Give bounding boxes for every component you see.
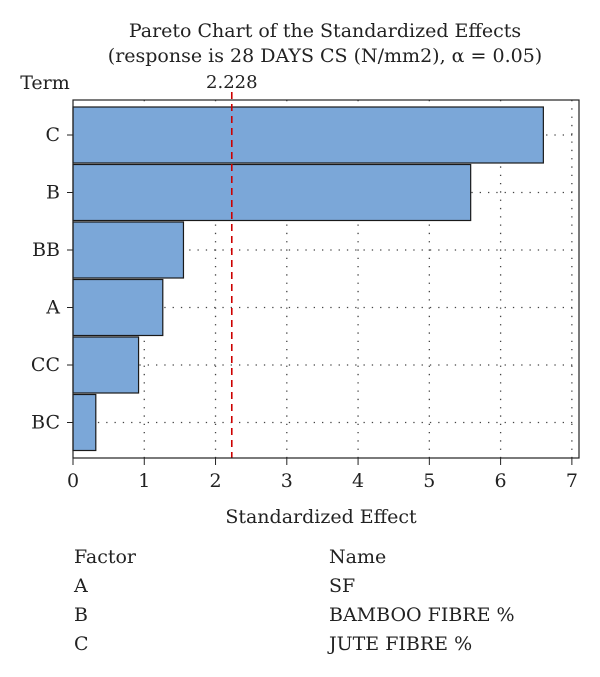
y-tick-label: CC <box>31 354 60 376</box>
y-tick-label: A <box>45 297 60 319</box>
legend-header: Factor Name <box>74 546 574 575</box>
y-tick-label: B <box>46 182 60 204</box>
chart-subtitle: (response is 28 DAYS CS (N/mm2), α = 0.0… <box>107 45 543 67</box>
legend-factor: C <box>74 633 89 655</box>
x-tick-label: 1 <box>138 470 150 492</box>
reference-line-label: 2.228 <box>206 72 258 93</box>
x-axis-label: Standardized Effect <box>225 506 417 528</box>
bar <box>72 278 164 337</box>
legend-header-name: Name <box>329 546 387 568</box>
legend-name: SF <box>329 575 356 597</box>
x-tick-label: 3 <box>281 470 293 492</box>
x-tick-label: 7 <box>566 470 578 492</box>
bar <box>72 106 544 164</box>
y-tick-label: C <box>45 124 60 146</box>
factor-legend: Factor Name A SF B BAMBOO FIBRE % C JUTE… <box>74 546 574 662</box>
bar <box>72 336 140 394</box>
bar <box>72 163 472 222</box>
y-axis-label: Term <box>20 72 70 94</box>
bars <box>72 106 544 452</box>
x-tick-label: 0 <box>67 470 79 492</box>
x-tick-label: 5 <box>423 470 435 492</box>
legend-row: C JUTE FIBRE % <box>74 633 574 662</box>
plot-frame <box>72 99 580 459</box>
bar <box>72 393 97 452</box>
bar <box>72 221 185 279</box>
y-tick-label: BB <box>32 239 60 261</box>
x-tick-label: 2 <box>209 470 221 492</box>
reference-line-group: 2.228 <box>206 72 258 458</box>
legend-factor: A <box>74 575 88 597</box>
x-tick-label: 6 <box>495 470 507 492</box>
legend-row: B BAMBOO FIBRE % <box>74 604 574 633</box>
chart-title: Pareto Chart of the Standardized Effects <box>128 20 522 42</box>
legend-name: JUTE FIBRE % <box>329 633 473 655</box>
legend-header-factor: Factor <box>74 546 137 568</box>
legend-row: A SF <box>74 575 574 604</box>
x-tick-label: 4 <box>352 470 364 492</box>
y-tick-label: BC <box>31 412 60 434</box>
legend-factor: B <box>74 604 88 626</box>
legend-name: BAMBOO FIBRE % <box>329 604 515 626</box>
